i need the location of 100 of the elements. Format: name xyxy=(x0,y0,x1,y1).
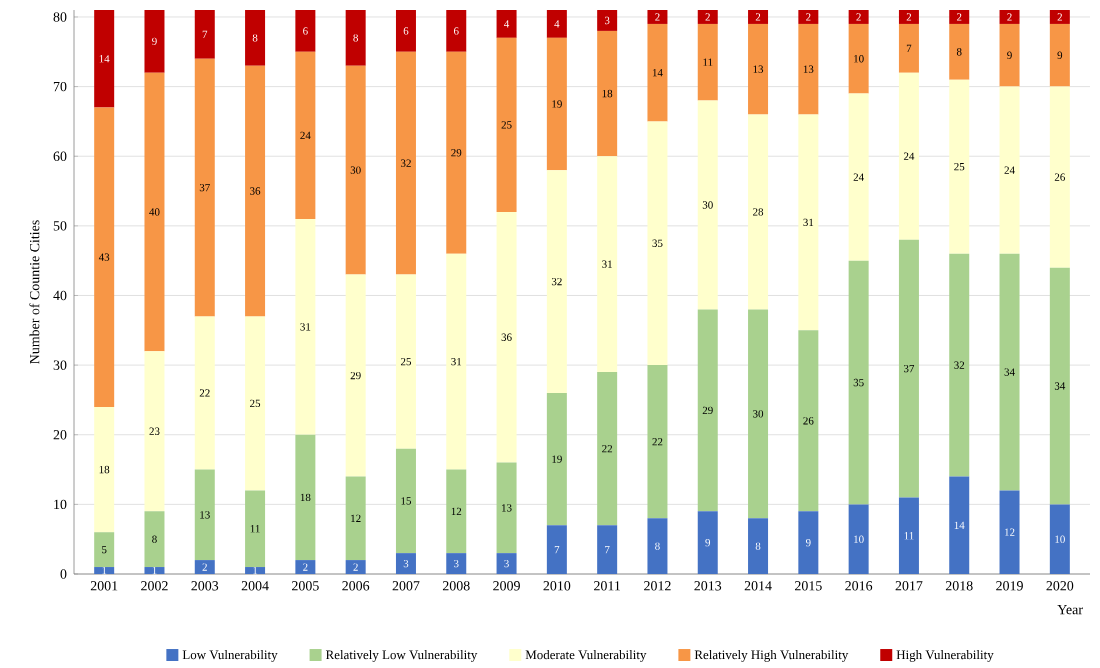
bar xyxy=(245,10,266,66)
bar xyxy=(144,567,165,574)
bar xyxy=(345,560,366,574)
bar xyxy=(94,107,115,407)
bar xyxy=(848,23,869,94)
bar xyxy=(94,567,115,574)
bar xyxy=(496,553,517,574)
bar xyxy=(848,93,869,261)
bar xyxy=(345,274,366,477)
bar xyxy=(697,309,718,512)
bar xyxy=(798,23,819,115)
bar xyxy=(94,532,115,568)
bar xyxy=(546,170,567,393)
bar xyxy=(395,10,416,52)
bar xyxy=(295,218,316,435)
bar xyxy=(647,518,668,574)
bar xyxy=(748,309,769,519)
bar xyxy=(496,10,517,38)
bar xyxy=(194,316,215,470)
bar xyxy=(245,490,266,568)
bar xyxy=(647,23,668,122)
bar xyxy=(898,72,919,240)
bar xyxy=(194,58,215,317)
bar xyxy=(94,10,115,108)
bar xyxy=(295,51,316,219)
bar xyxy=(546,392,567,526)
bar xyxy=(345,476,366,561)
bar xyxy=(496,211,517,463)
bar xyxy=(245,65,266,317)
bar xyxy=(597,525,618,574)
bar xyxy=(949,79,970,254)
bar xyxy=(848,504,869,574)
bar xyxy=(446,469,467,554)
bar xyxy=(748,10,769,24)
bar xyxy=(597,10,618,31)
bar xyxy=(697,511,718,574)
bar xyxy=(496,37,517,212)
bar xyxy=(798,10,819,24)
bar xyxy=(496,462,517,554)
bar xyxy=(748,23,769,115)
bar xyxy=(748,518,769,574)
bar xyxy=(144,10,165,73)
bar xyxy=(697,23,718,101)
bar xyxy=(597,372,618,526)
bar xyxy=(194,560,215,574)
bar xyxy=(798,114,819,331)
bar xyxy=(1049,23,1070,87)
bar xyxy=(848,260,869,505)
bar xyxy=(898,23,919,73)
bar xyxy=(949,253,970,477)
bar xyxy=(999,253,1020,491)
bar xyxy=(446,51,467,254)
bar xyxy=(94,406,115,533)
bar xyxy=(295,10,316,52)
bar xyxy=(446,10,467,52)
bar xyxy=(345,65,366,275)
bar xyxy=(697,100,718,310)
bar xyxy=(245,316,266,491)
bar xyxy=(446,253,467,470)
bar xyxy=(1049,504,1070,574)
bar xyxy=(798,330,819,512)
bar xyxy=(1049,10,1070,24)
bar xyxy=(395,274,416,449)
bar xyxy=(949,476,970,574)
bar xyxy=(597,156,618,373)
bar xyxy=(546,37,567,171)
bar xyxy=(999,86,1020,254)
bar xyxy=(395,448,416,554)
bar xyxy=(898,10,919,24)
bar xyxy=(144,511,165,568)
bar xyxy=(647,10,668,24)
bar xyxy=(949,10,970,24)
bar xyxy=(597,30,618,157)
bar xyxy=(798,511,819,574)
bar xyxy=(748,114,769,310)
bar xyxy=(999,10,1020,24)
bar xyxy=(144,72,165,352)
bar xyxy=(395,51,416,275)
bar xyxy=(345,10,366,66)
bar xyxy=(898,239,919,498)
bar xyxy=(999,490,1020,574)
bar xyxy=(144,351,165,512)
bar xyxy=(1049,267,1070,505)
bar xyxy=(697,10,718,24)
bar xyxy=(546,10,567,38)
bar xyxy=(295,434,316,561)
bar xyxy=(446,553,467,574)
bar xyxy=(949,23,970,80)
bar xyxy=(999,23,1020,87)
bar xyxy=(1049,86,1070,268)
bar xyxy=(647,365,668,519)
bar xyxy=(245,567,266,574)
bar xyxy=(295,560,316,574)
bar xyxy=(194,10,215,59)
bar xyxy=(647,121,668,366)
bar xyxy=(546,525,567,574)
bar xyxy=(848,10,869,24)
bar xyxy=(395,553,416,574)
bar xyxy=(194,469,215,561)
bar xyxy=(898,497,919,574)
